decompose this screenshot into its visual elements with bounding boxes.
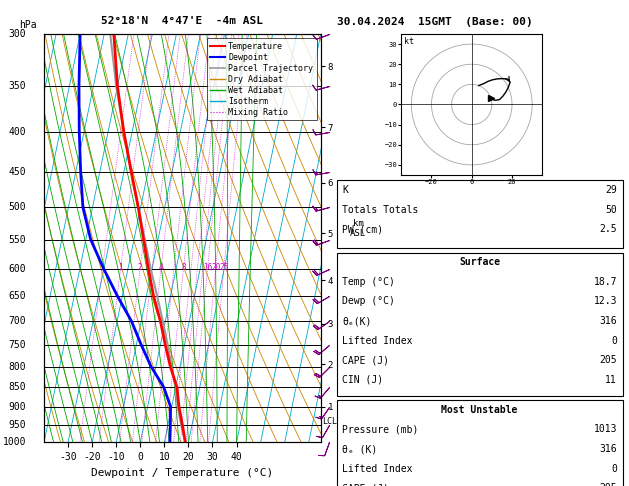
- Text: 400: 400: [8, 126, 26, 137]
- X-axis label: Dewpoint / Temperature (°C): Dewpoint / Temperature (°C): [91, 468, 274, 478]
- Text: 18.7: 18.7: [594, 277, 617, 287]
- Text: 20: 20: [211, 263, 220, 273]
- Text: CAPE (J): CAPE (J): [342, 355, 389, 365]
- Text: 1: 1: [118, 263, 123, 273]
- Text: Surface: Surface: [459, 257, 500, 267]
- Text: 350: 350: [8, 81, 26, 91]
- Text: LCL: LCL: [322, 417, 337, 426]
- Text: PW (cm): PW (cm): [342, 224, 383, 234]
- Text: hPa: hPa: [19, 20, 36, 30]
- Text: 205: 205: [599, 483, 617, 486]
- Text: 8: 8: [181, 263, 186, 273]
- Bar: [337, 400, 623, 486]
- Text: 800: 800: [8, 362, 26, 372]
- Text: 450: 450: [8, 167, 26, 176]
- Text: 2: 2: [138, 263, 142, 273]
- Text: 52°18'N  4°47'E  -4m ASL: 52°18'N 4°47'E -4m ASL: [101, 16, 264, 26]
- Text: 0: 0: [611, 336, 617, 346]
- Text: 300: 300: [8, 29, 26, 39]
- Text: Pressure (mb): Pressure (mb): [342, 424, 419, 434]
- Text: 600: 600: [8, 264, 26, 274]
- Text: θₑ (K): θₑ (K): [342, 444, 377, 454]
- Text: 12.3: 12.3: [594, 296, 617, 307]
- Text: Lifted Index: Lifted Index: [342, 464, 413, 474]
- Y-axis label: km
ASL: km ASL: [350, 219, 366, 238]
- Text: Most Unstable: Most Unstable: [442, 405, 518, 415]
- Text: K: K: [342, 185, 348, 195]
- Text: 25: 25: [220, 263, 228, 273]
- Text: 4: 4: [159, 263, 164, 273]
- Text: 1013: 1013: [594, 424, 617, 434]
- Bar: [337, 180, 623, 248]
- Text: 650: 650: [8, 291, 26, 301]
- Text: 316: 316: [599, 444, 617, 454]
- Text: 950: 950: [8, 420, 26, 430]
- Text: 700: 700: [8, 316, 26, 326]
- Legend: Temperature, Dewpoint, Parcel Trajectory, Dry Adiabat, Wet Adiabat, Isotherm, Mi: Temperature, Dewpoint, Parcel Trajectory…: [206, 38, 316, 121]
- Text: 850: 850: [8, 382, 26, 392]
- Text: 2.5: 2.5: [599, 224, 617, 234]
- Text: 205: 205: [599, 355, 617, 365]
- Bar: [337, 253, 623, 396]
- Text: 500: 500: [8, 202, 26, 212]
- Text: 750: 750: [8, 340, 26, 350]
- Text: 11: 11: [605, 375, 617, 385]
- Text: 29: 29: [605, 185, 617, 195]
- Text: 0: 0: [611, 464, 617, 474]
- Text: 316: 316: [599, 316, 617, 326]
- Text: kt: kt: [404, 37, 414, 46]
- Text: Totals Totals: Totals Totals: [342, 205, 419, 214]
- Text: CIN (J): CIN (J): [342, 375, 383, 385]
- Text: 50: 50: [605, 205, 617, 214]
- Text: Temp (°C): Temp (°C): [342, 277, 395, 287]
- Text: 1000: 1000: [3, 437, 26, 447]
- Text: θₑ(K): θₑ(K): [342, 316, 372, 326]
- Text: Dewp (°C): Dewp (°C): [342, 296, 395, 307]
- Text: 30.04.2024  15GMT  (Base: 00): 30.04.2024 15GMT (Base: 00): [337, 17, 532, 27]
- Text: 900: 900: [8, 401, 26, 412]
- Text: 550: 550: [8, 235, 26, 244]
- Text: 16: 16: [203, 263, 212, 273]
- Text: Lifted Index: Lifted Index: [342, 336, 413, 346]
- Text: CAPE (J): CAPE (J): [342, 483, 389, 486]
